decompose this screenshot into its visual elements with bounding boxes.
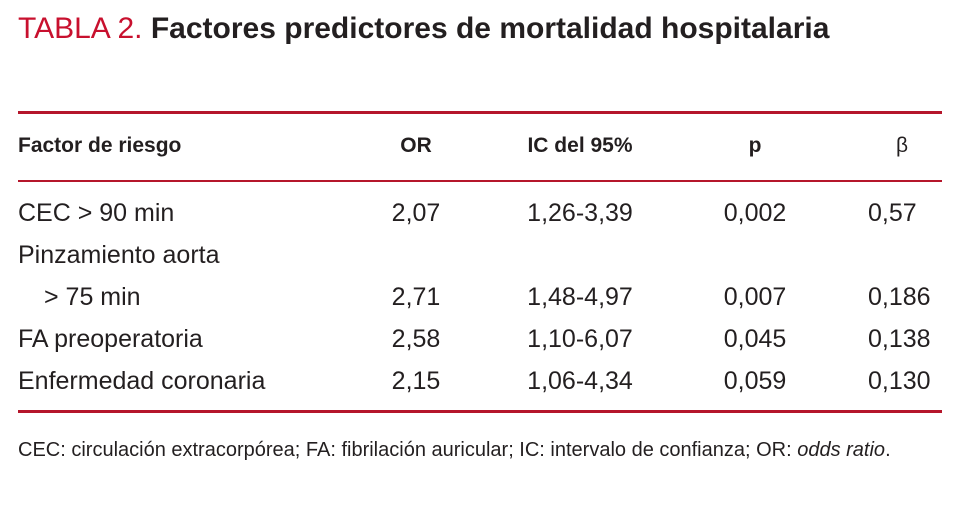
confidence-interval: 1,06-4,34 [527, 367, 633, 395]
column-header: IC del 95% [527, 134, 633, 157]
odds-ratio: 2,15 [391, 367, 441, 395]
column-header: p [748, 134, 762, 157]
risk-factor: > 75 min [44, 283, 141, 311]
p-value: 0,002 [723, 199, 787, 227]
title: TABLA 2. Factores predictores de mortali… [18, 8, 918, 50]
risk-factor: FA preoperatoria [18, 325, 203, 353]
footnote-italic: odds ratio [797, 439, 886, 461]
odds-ratio: 2,71 [391, 283, 441, 311]
beta: 0,57 [868, 199, 917, 227]
confidence-interval: 1,26-3,39 [527, 199, 633, 227]
column-header: β [895, 134, 909, 157]
footnote-text: CEC: circulación extracorpórea; FA: fibr… [18, 439, 798, 461]
column-header: OR [400, 134, 432, 157]
p-value: 0,059 [723, 367, 787, 395]
confidence-interval: 1,10-6,07 [527, 325, 633, 353]
risk-factor: Enfermedad coronaria [18, 367, 266, 395]
risk-factor: CEC > 90 min [18, 199, 175, 227]
top-rule [18, 111, 942, 114]
p-value: 0,007 [723, 283, 787, 311]
beta: 0,130 [868, 367, 931, 395]
p-value: 0,045 [723, 325, 787, 353]
header-rule [18, 180, 942, 182]
odds-ratio: 2,58 [391, 325, 441, 353]
column-header: Factor de riesgo [18, 134, 182, 157]
odds-ratio: 2,07 [391, 199, 441, 227]
footnote: CEC: circulación extracorpórea; FA: fibr… [18, 434, 940, 467]
risk-factor: Pinzamiento aorta [18, 241, 220, 269]
confidence-interval: 1,48-4,97 [527, 283, 633, 311]
beta: 0,186 [868, 283, 931, 311]
table-title: Factores predictores de mortalidad hospi… [150, 12, 830, 45]
footnote-end: . [885, 439, 891, 461]
beta: 0,138 [868, 325, 931, 353]
bottom-rule [18, 410, 942, 413]
table-label: TABLA 2. [18, 12, 143, 45]
